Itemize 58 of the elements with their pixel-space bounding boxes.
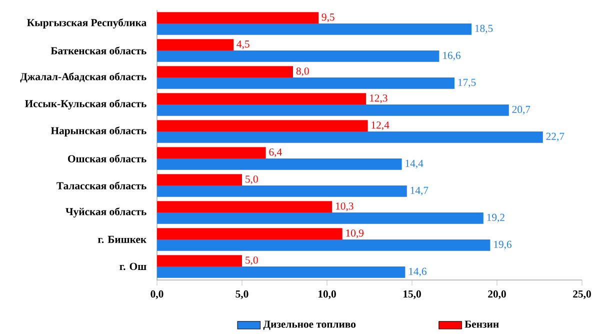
data-label: 19,6 xyxy=(494,240,512,250)
data-label: 5,0 xyxy=(246,175,258,184)
data-label: 12,4 xyxy=(372,121,390,130)
data-label: 20,7 xyxy=(512,106,530,115)
legend-label: Бензин xyxy=(464,320,499,328)
bar xyxy=(157,120,368,132)
x-tick-label: 10,0 xyxy=(318,290,336,300)
bar xyxy=(157,266,406,278)
bar xyxy=(157,147,266,158)
data-label: 22,7 xyxy=(546,132,564,142)
data-label: 4,5 xyxy=(236,40,250,50)
bar xyxy=(157,158,402,170)
x-tick-label: 5,0 xyxy=(236,290,248,300)
y-tick-label: г. Бишкек xyxy=(98,236,147,244)
y-tick-label: Таласская область xyxy=(56,182,146,190)
x-tick-label: 0,0 xyxy=(150,290,164,300)
data-label: 14,4 xyxy=(406,160,424,168)
y-tick-label: Иссык-Кульская область xyxy=(25,100,146,110)
data-label: 17,5 xyxy=(458,78,476,88)
bar xyxy=(157,174,242,186)
data-label: 16,6 xyxy=(443,52,460,61)
bar xyxy=(157,77,454,89)
legend-label: Дизельное топливо xyxy=(263,320,356,330)
data-label: 10,3 xyxy=(336,202,354,212)
bar xyxy=(157,255,242,266)
y-tick-label: Чуйская область xyxy=(66,208,146,218)
bar xyxy=(157,23,472,35)
y-tick-label: Баткенская область xyxy=(50,46,146,54)
y-tick-label: г. Ош xyxy=(120,262,146,270)
data-label: 18,5 xyxy=(475,24,493,34)
data-label: 19,2 xyxy=(487,214,504,222)
x-tick-label: 15,0 xyxy=(404,290,421,300)
data-label: 10,9 xyxy=(346,229,364,238)
bar xyxy=(157,50,440,62)
bar xyxy=(157,39,234,50)
bar xyxy=(157,239,490,251)
y-tick-label: Джалал-Абадская область xyxy=(20,72,146,82)
bar xyxy=(157,12,319,24)
bar xyxy=(157,104,509,116)
data-label: 9,5 xyxy=(322,13,334,22)
bar xyxy=(157,228,342,240)
x-tick-label: 20,0 xyxy=(488,290,506,300)
x-tick-label: 25,0 xyxy=(573,290,591,300)
y-tick-label: Кыргызская Республика xyxy=(27,18,146,28)
y-tick-label: Нарынская область xyxy=(50,126,146,136)
data-label: 5,0 xyxy=(246,256,258,266)
data-label: 14,6 xyxy=(409,268,426,276)
bar xyxy=(157,185,407,197)
bar xyxy=(157,131,543,143)
data-label: 14,7 xyxy=(410,186,428,196)
y-tick-label: Ошская область xyxy=(68,154,146,162)
bar xyxy=(157,212,484,224)
bar xyxy=(157,93,366,104)
bar xyxy=(157,66,294,78)
bar xyxy=(157,201,332,212)
data-label: 6,4 xyxy=(269,148,282,158)
data-label: 8,0 xyxy=(296,67,309,76)
data-label: 12,3 xyxy=(370,94,388,104)
